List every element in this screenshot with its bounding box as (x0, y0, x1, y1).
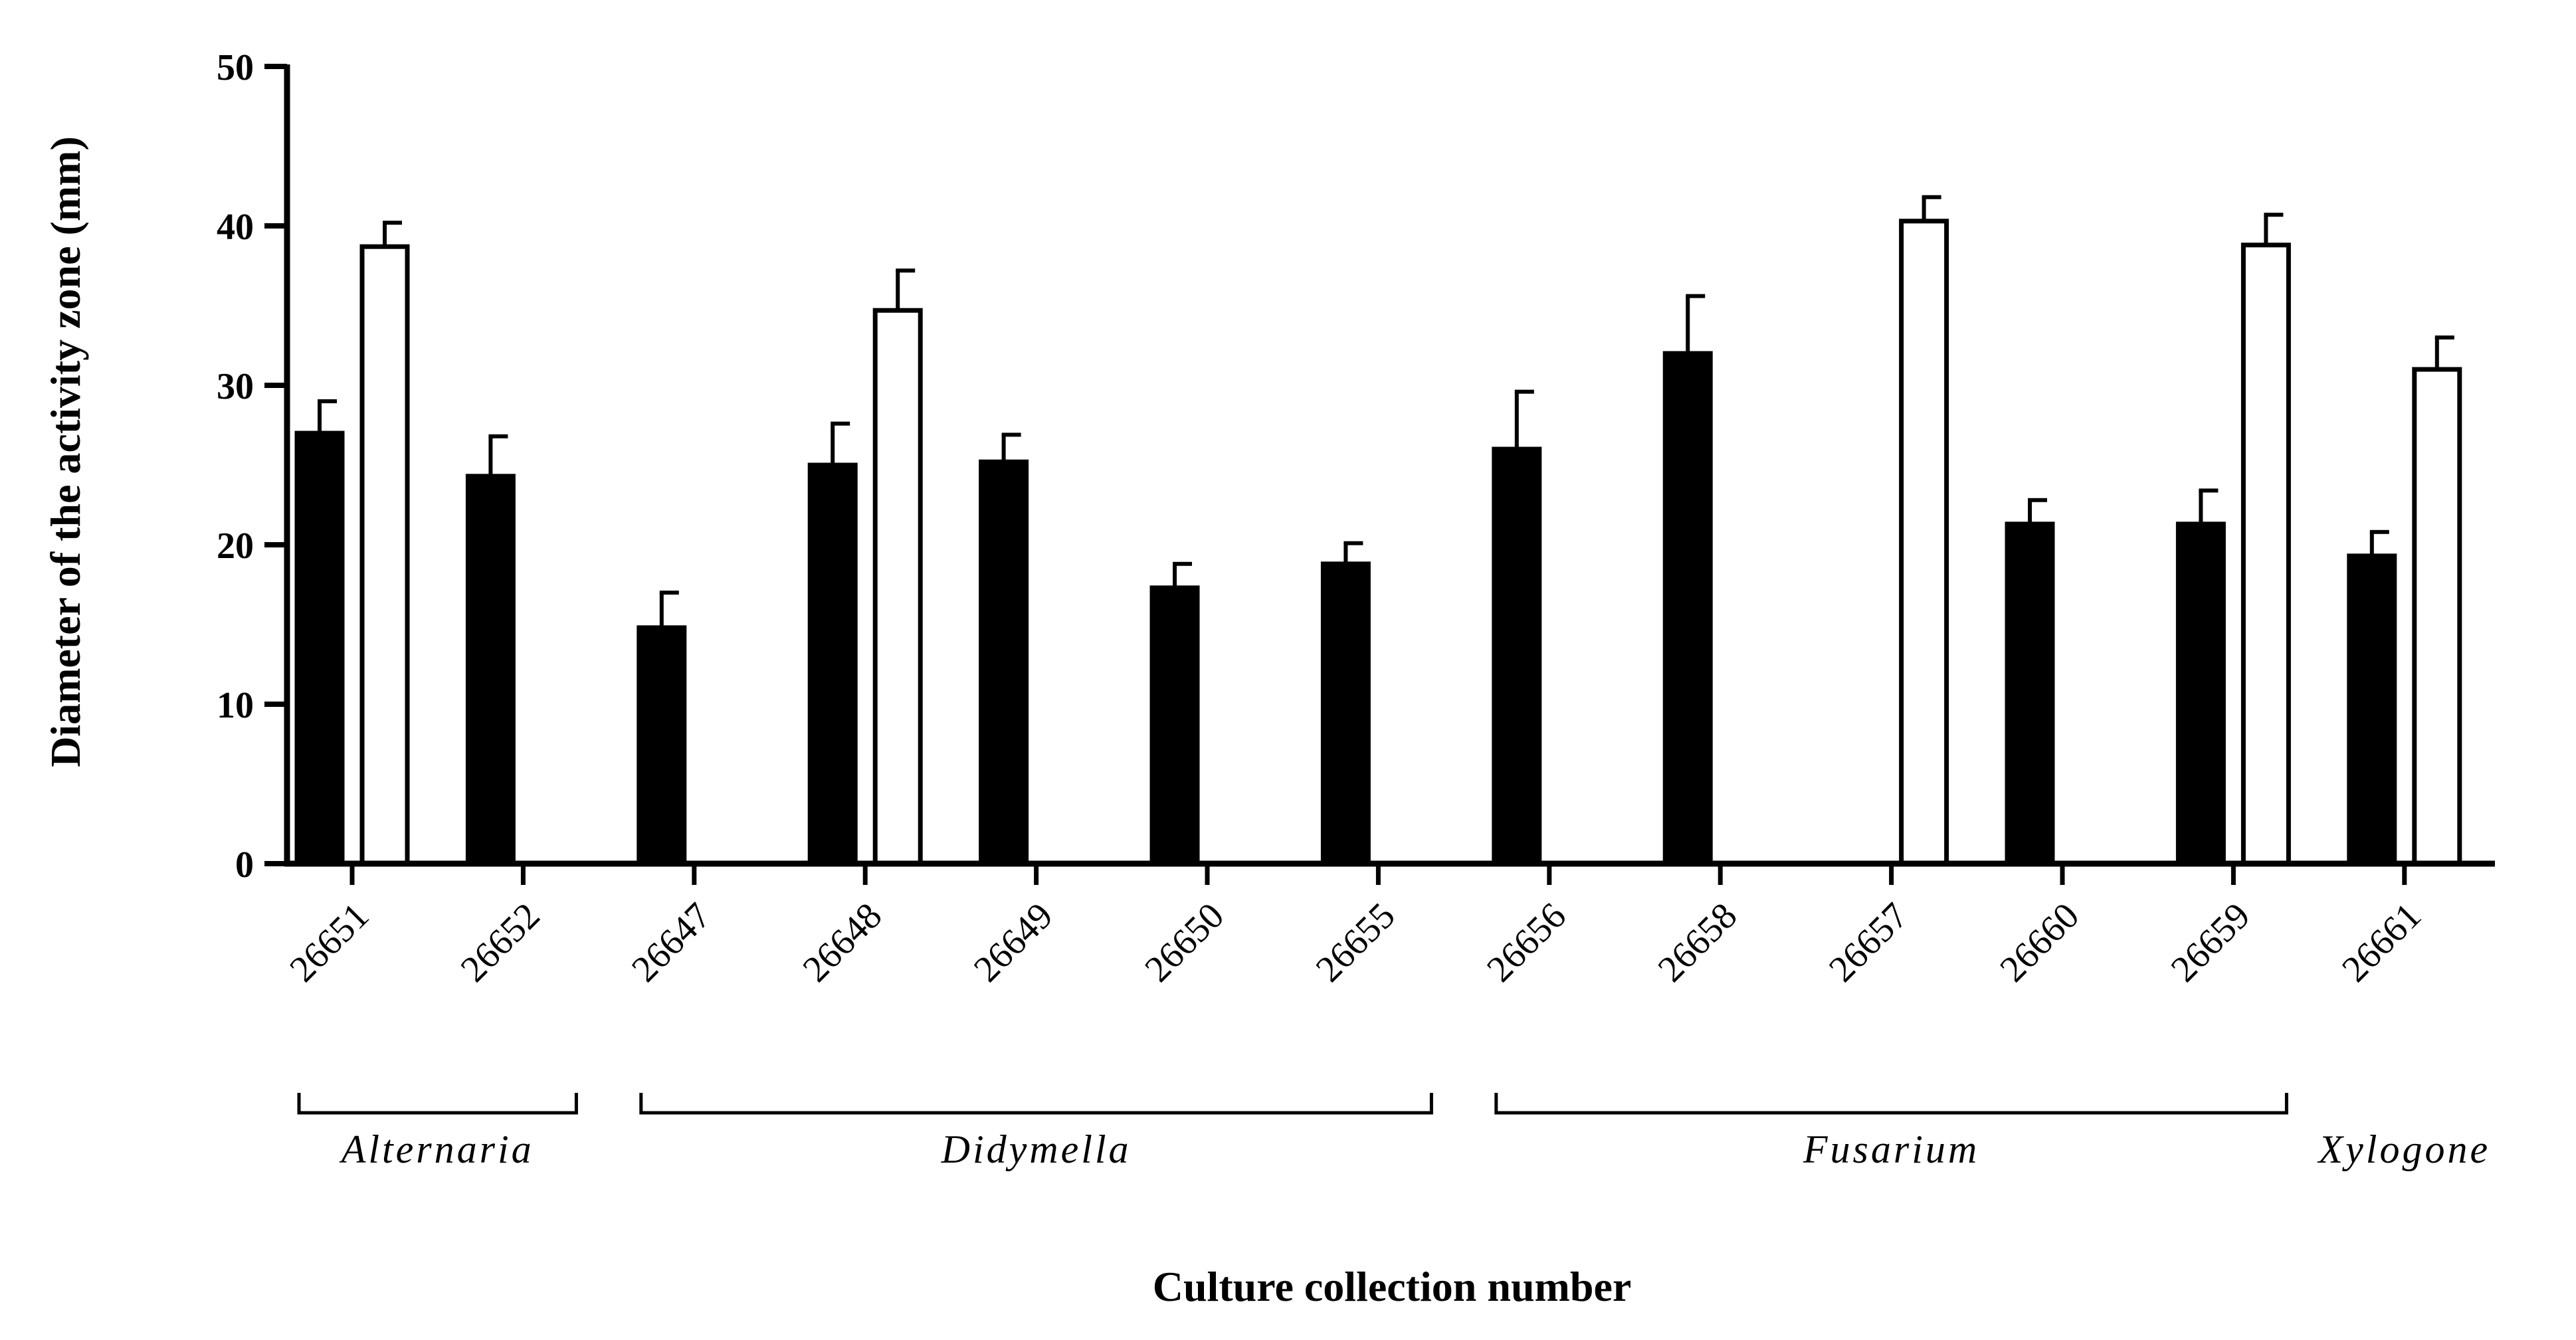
x-tick-label: 26652 (453, 895, 548, 990)
x-tick-label: 26649 (966, 895, 1061, 990)
axes (284, 64, 2495, 867)
bar (294, 431, 345, 866)
y-axis-title: Diameter of the activity zone (mm) (42, 136, 89, 767)
x-tick-label: 26660 (1992, 895, 2087, 990)
x-tick-label: 26655 (1308, 895, 1403, 990)
genus-label: Didymella (941, 1127, 1132, 1171)
bar (1899, 219, 1949, 866)
genus-bracket (297, 1093, 578, 1115)
x-tick-label: 26651 (282, 895, 377, 990)
x-tick-label: 26656 (1479, 895, 1574, 990)
genus-groups: Alternaria Didymella Fusarium Xylogone (297, 1093, 2491, 1171)
bar (2175, 522, 2226, 866)
bar (465, 474, 516, 866)
y-tick-label: 0 (235, 844, 254, 886)
x-tick-label: 26661 (2334, 895, 2429, 990)
y-tick-label: 50 (217, 47, 254, 88)
x-tick-label: 26657 (1821, 895, 1916, 990)
bar (1662, 351, 1713, 866)
bar (807, 462, 858, 866)
x-tick-label: 26659 (2163, 895, 2258, 990)
bars (294, 195, 2462, 866)
x-axis-title: Culture collection number (1153, 1263, 1632, 1310)
bar (637, 625, 687, 866)
genus-label: Fusarium (1803, 1127, 1979, 1171)
genus-bracket (639, 1093, 1433, 1115)
x-tick-label: 26658 (1650, 895, 1745, 990)
genus-bracket (1494, 1093, 2288, 1115)
bar (359, 244, 410, 866)
bar (979, 459, 1029, 866)
bar (1149, 585, 1200, 866)
y-tick-label: 10 (217, 685, 254, 726)
bar (1492, 446, 1542, 866)
x-tick-label: 26648 (795, 895, 890, 990)
genus-label: Xylogone (2318, 1127, 2491, 1171)
y-tick-label: 30 (217, 366, 254, 407)
bar (2005, 522, 2055, 866)
x-tick-label: 26650 (1137, 895, 1232, 990)
genus-label: Alternaria (339, 1127, 534, 1171)
bar (1320, 561, 1371, 866)
bar (2240, 242, 2291, 866)
y-axis-ticks: 0 10 20 30 40 50 (217, 47, 287, 886)
x-axis-ticks: 26651 26652 26647 26648 26649 26650 26655 26656… (282, 864, 2429, 990)
y-tick-label: 20 (217, 526, 254, 567)
bar (872, 308, 923, 866)
x-tick-label: 26647 (624, 895, 719, 990)
y-tick-label: 40 (217, 207, 254, 248)
bar (2412, 367, 2462, 866)
bar (2347, 553, 2397, 866)
